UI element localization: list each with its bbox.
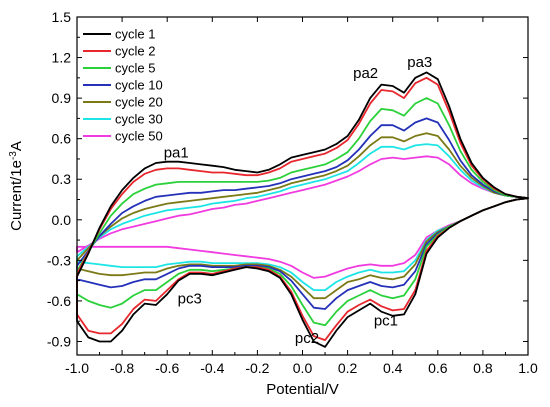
x-tick-label: 0.8 (473, 360, 493, 376)
y-tick-label: -0.9 (47, 333, 71, 349)
peak-label-pa2: pa2 (353, 65, 378, 82)
peak-label-pa3: pa3 (407, 54, 432, 71)
legend-label: cycle 2 (115, 44, 155, 59)
y-axis-title-superscript: -3 (8, 151, 19, 160)
legend-label: cycle 1 (115, 27, 155, 42)
x-tick-label: 0.2 (338, 360, 358, 376)
x-tick-label: -0.6 (155, 360, 179, 376)
series-layer (76, 71, 529, 348)
peak-label-pc1: pc1 (374, 312, 398, 329)
x-tick-label: -0.8 (110, 360, 134, 376)
x-tick-label: -0.4 (200, 360, 224, 376)
x-tick-label: 0.6 (428, 360, 448, 376)
peak-label-pa1: pa1 (164, 145, 189, 162)
x-tick-label: 0.4 (383, 360, 403, 376)
x-tick-label: -0.2 (245, 360, 269, 376)
x-tick-label: 0.0 (293, 360, 313, 376)
x-tick-label: 1.0 (518, 360, 538, 376)
y-tick-label: 1.5 (52, 9, 72, 25)
y-tick-label: 0.0 (52, 212, 72, 228)
y-tick-label: -0.6 (47, 293, 71, 309)
x-axis-title: Potential/V (266, 381, 339, 398)
peak-label-pc3: pc3 (178, 291, 202, 308)
y-tick-label: 1.2 (52, 50, 72, 66)
legend: cycle 1 cycle 2 cycle 5 cycle 10 cycle 20 cyc… (83, 27, 163, 144)
y-tick-label: 0.3 (52, 171, 72, 187)
legend-label: cycle 50 (115, 129, 163, 144)
peak-label-pc2: pc2 (295, 330, 319, 347)
ticks-layer: -1.0 -0.8 -0.6 -0.4 -0.2 0.0 0.2 0.4 0.6 0.8 1.0 -0… (47, 9, 538, 376)
series-line-cycle-1 (76, 71, 529, 348)
legend-label: cycle 5 (115, 61, 155, 76)
annotations-layer: pa1 pa2 pa3 pc1 pc2 pc3 (164, 54, 433, 347)
y-axis-title-main: Current/1e (8, 160, 25, 231)
y-axis-title-end: A (8, 141, 25, 151)
legend-label: cycle 30 (115, 112, 163, 127)
y-axis-title: Current/1e-3A (8, 141, 26, 231)
legend-label: cycle 20 (115, 95, 163, 110)
x-tick-label: -1.0 (65, 360, 89, 376)
y-tick-label: 0.9 (52, 90, 72, 106)
y-tick-label: -0.3 (47, 252, 71, 268)
legend-label: cycle 10 (115, 78, 163, 93)
y-tick-label: 0.6 (52, 131, 72, 147)
